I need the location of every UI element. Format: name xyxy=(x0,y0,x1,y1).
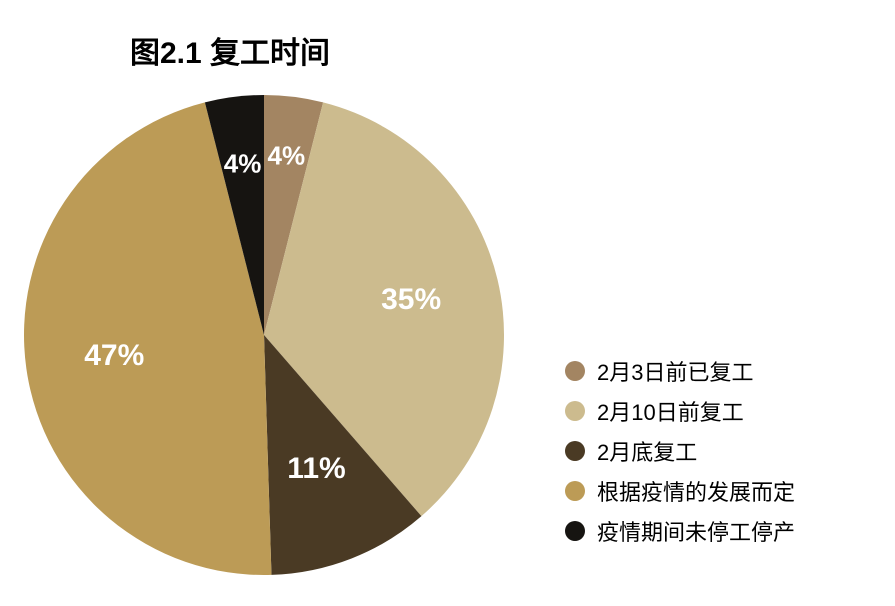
legend-swatch xyxy=(565,481,585,501)
slice-percent-label: 4% xyxy=(224,148,262,179)
legend-item: 2月3日前已复工 xyxy=(565,355,795,387)
legend-label: 2月10日前复工 xyxy=(597,395,744,427)
pie-svg xyxy=(24,95,504,575)
legend-swatch xyxy=(565,401,585,421)
legend-swatch xyxy=(565,521,585,541)
legend-item: 疫情期间未停工停产 xyxy=(565,515,795,547)
chart-container: 图2.1 复工时间 4% 35% 11% 47% 4% 2月3日前已复工 2月10日前复工… xyxy=(0,0,895,606)
slice-percent-label: 11% xyxy=(287,452,345,486)
legend-item: 根据疫情的发展而定 xyxy=(565,475,795,507)
legend-item: 2月10日前复工 xyxy=(565,395,795,427)
legend-label: 根据疫情的发展而定 xyxy=(597,475,795,507)
legend: 2月3日前已复工 2月10日前复工 2月底复工根据疫情的发展而定疫情期间未停工停产 xyxy=(565,355,795,555)
legend-swatch xyxy=(565,361,585,381)
pie-chart: 4% 35% 11% 47% 4% xyxy=(24,95,504,575)
slice-percent-label: 4% xyxy=(268,141,306,172)
slice-percent-label: 35% xyxy=(381,283,441,317)
chart-title: 图2.1 复工时间 xyxy=(130,28,330,72)
legend-label: 疫情期间未停工停产 xyxy=(597,515,795,547)
legend-label: 2月3日前已复工 xyxy=(597,355,753,387)
legend-swatch xyxy=(565,441,585,461)
slice-percent-label: 47% xyxy=(84,339,144,373)
legend-label: 2月底复工 xyxy=(597,435,697,467)
legend-item: 2月底复工 xyxy=(565,435,795,467)
